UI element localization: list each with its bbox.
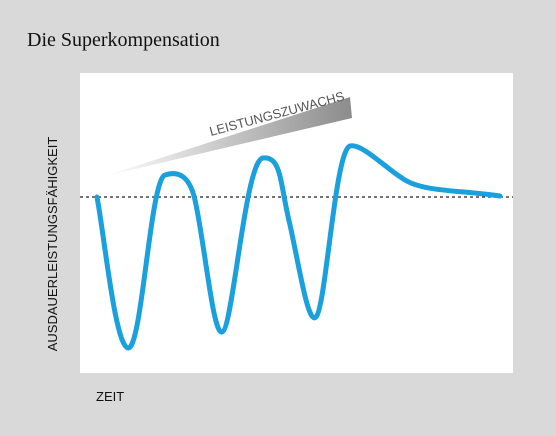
- growth-wedge: [105, 97, 352, 176]
- y-axis-label: AUSDAUERLEISTUNGSFÄHIGKEIT: [45, 137, 60, 352]
- x-axis-label: ZEIT: [96, 389, 124, 404]
- performance-curve: [94, 143, 503, 351]
- title: Die Superkompensation: [27, 29, 220, 51]
